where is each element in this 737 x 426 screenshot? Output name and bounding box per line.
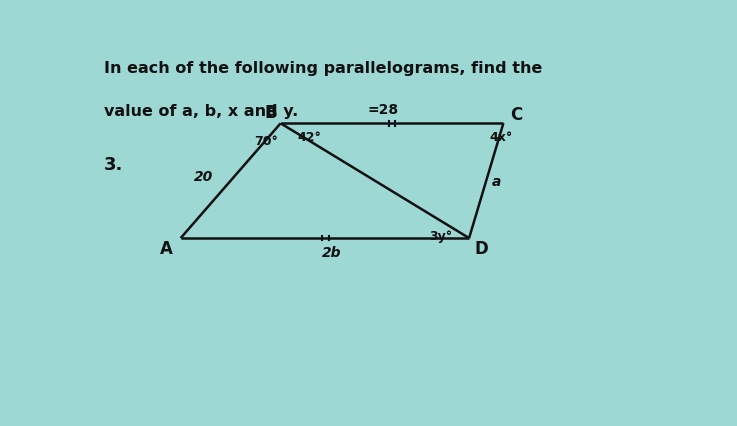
- Text: 4x°: 4x°: [489, 130, 512, 144]
- Text: C: C: [510, 106, 522, 124]
- Text: 42°: 42°: [298, 130, 321, 144]
- Text: D: D: [475, 239, 489, 258]
- Text: =28: =28: [368, 103, 399, 117]
- Text: A: A: [160, 239, 172, 258]
- Text: 2b: 2b: [322, 246, 342, 260]
- Text: value of a, b, x and y.: value of a, b, x and y.: [103, 104, 298, 118]
- Text: 20: 20: [194, 170, 213, 184]
- Text: 3.: 3.: [103, 156, 123, 174]
- Text: 3y°: 3y°: [429, 230, 453, 243]
- Text: In each of the following parallelograms, find the: In each of the following parallelograms,…: [103, 61, 542, 76]
- Text: a: a: [492, 176, 501, 189]
- Text: 70°: 70°: [254, 135, 278, 148]
- Text: B: B: [264, 104, 276, 122]
